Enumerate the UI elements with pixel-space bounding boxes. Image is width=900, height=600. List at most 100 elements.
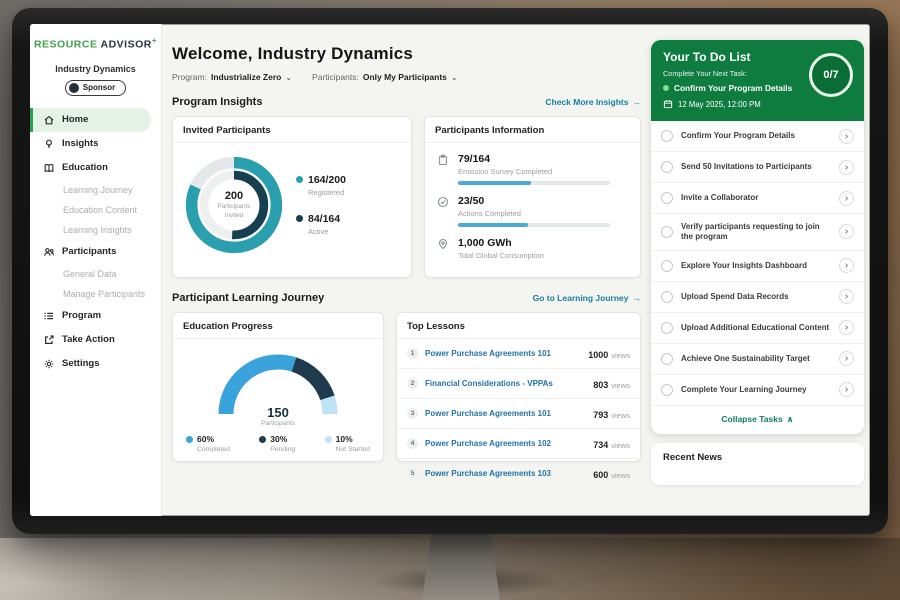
checkbox-icon[interactable] (661, 225, 673, 238)
lesson-link[interactable]: Power Purchase Agreements 103 (425, 469, 551, 478)
lesson-row[interactable]: 4 Power Purchase Agreements 102 734 views (397, 429, 640, 459)
checkbox-icon[interactable] (661, 192, 673, 204)
sidebar-item-participants[interactable]: Participants (30, 240, 161, 264)
sidebar-item-education-content[interactable]: Education Content (30, 200, 161, 220)
chevron-right-icon[interactable]: › (839, 258, 854, 274)
rank-badge: 5 (407, 468, 418, 479)
sidebar-item-learning-journey[interactable]: Learning Journey (30, 180, 161, 200)
chevron-right-icon[interactable]: › (839, 289, 854, 305)
invited-count-label: Participants Invited (217, 203, 251, 219)
card-title: Invited Participants (173, 117, 411, 143)
lesson-row[interactable]: 1 Power Purchase Agreements 101 1000 view… (397, 339, 640, 369)
checkbox-icon[interactable] (661, 321, 673, 334)
collapse-tasks-link[interactable]: Collapse Tasks ∧ (651, 406, 864, 434)
views-label: views (611, 440, 630, 450)
lesson-link[interactable]: Power Purchase Agreements 101 (425, 349, 551, 358)
rank-badge: 4 (407, 438, 418, 449)
gauge-legend: 60% Completed 30% Pending (173, 427, 383, 453)
lesson-row[interactable]: 5 Power Purchase Agreements 103 600 views (397, 459, 640, 488)
checkbox-icon[interactable] (661, 130, 673, 142)
legend-active: 84/164 Active (296, 213, 346, 236)
checkbox-icon[interactable] (661, 383, 673, 396)
completed-label: Completed (197, 446, 230, 453)
chevron-right-icon[interactable]: › (839, 128, 854, 144)
sidebar-item-take-action[interactable]: Take Action (30, 328, 161, 352)
sidebar-item-education[interactable]: Education (30, 156, 161, 180)
clipboard-icon (437, 153, 450, 185)
task-row[interactable]: Send 50 Invitations to Participants › (651, 152, 864, 183)
program-filter[interactable]: Program: Industrialize Zero ⌄ (172, 72, 292, 82)
sponsor-label: Sponsor (82, 83, 116, 92)
task-list: Confirm Your Program Details › Send 50 I… (651, 121, 864, 406)
lesson-link[interactable]: Financial Considerations - VPPAs (425, 379, 553, 388)
stat-value: 1,000 GWh (458, 237, 512, 249)
views-label: views (611, 410, 630, 420)
book-icon (43, 162, 55, 174)
task-row[interactable]: Verify participants requesting to join t… (651, 214, 864, 251)
chevron-right-icon[interactable]: › (839, 382, 854, 398)
checkbox-icon[interactable] (661, 161, 673, 173)
lesson-views: 793 views (593, 405, 630, 423)
views-count: 803 (593, 379, 609, 390)
learning-cards-row: Education Progress 150 Participants (172, 312, 641, 480)
monitor-bezel: RESOURCE ADVISOR+ Industry Dynamics Spon… (12, 8, 888, 534)
task-row[interactable]: Upload Additional Educational Content › (651, 313, 864, 344)
registered-value: 164/200 (308, 174, 346, 186)
checkbox-icon[interactable] (661, 290, 673, 303)
participants-filter[interactable]: Participants: Only My Participants ⌄ (312, 72, 458, 82)
sidebar-item-program[interactable]: Program (30, 304, 161, 328)
rank-badge: 3 (407, 408, 418, 419)
views-label: views (611, 380, 630, 390)
task-label: Upload Additional Educational Content (681, 322, 830, 332)
background-highlight (0, 545, 130, 600)
sidebar-item-learning-insights[interactable]: Learning Insights (30, 220, 161, 240)
sidebar-item-settings[interactable]: Settings (30, 352, 161, 376)
invited-card-body: 200 Participants Invited 164/200 Registe (173, 143, 411, 267)
task-row[interactable]: Achieve One Sustainability Target › (651, 344, 864, 375)
chevron-right-icon[interactable]: › (839, 320, 854, 336)
sidebar-item-label: Participants (62, 246, 117, 257)
chevron-down-icon: ⌄ (450, 72, 458, 82)
check-more-insights-link[interactable]: Check More Insights → (545, 97, 641, 107)
status-dot-icon (663, 85, 669, 91)
checkbox-icon[interactable] (661, 352, 673, 365)
sidebar-item-general-data[interactable]: General Data (30, 264, 161, 284)
sidebar-item-manage-participants[interactable]: Manage Participants (30, 284, 161, 304)
pin-icon (437, 237, 450, 260)
invited-participants-card: Invited Participants 200 (172, 116, 412, 278)
task-label: Verify participants requesting to join t… (681, 221, 820, 241)
sidebar-item-insights[interactable]: Insights (30, 132, 161, 156)
todo-card: Your To Do List Complete Your Next Task:… (651, 40, 864, 434)
task-row[interactable]: Invite a Collaborator › (651, 183, 864, 214)
chevron-right-icon[interactable]: › (839, 190, 854, 206)
app-logo: RESOURCE ADVISOR+ (30, 36, 161, 51)
task-row[interactable]: Confirm Your Program Details › (651, 121, 864, 152)
views-count: 600 (593, 469, 609, 480)
bulb-icon (43, 138, 55, 150)
task-row[interactable]: Explore Your Insights Dashboard › (651, 251, 864, 282)
sponsor-badge[interactable]: Sponsor (64, 79, 127, 96)
lesson-link[interactable]: Power Purchase Agreements 101 (425, 409, 551, 418)
views-count: 734 (593, 439, 609, 450)
sidebar-item-label: Take Action (62, 334, 115, 345)
people-icon (43, 246, 55, 258)
chevron-right-icon[interactable]: › (839, 351, 854, 367)
task-row[interactable]: Upload Spend Data Records › (651, 282, 864, 313)
sidebar-item-label: Home (62, 114, 89, 125)
chevron-right-icon[interactable]: › (839, 224, 854, 240)
chevron-right-icon[interactable]: › (839, 159, 854, 175)
arrow-right-icon: → (632, 293, 642, 303)
task-label: Explore Your Insights Dashboard (681, 260, 807, 270)
sidebar-item-home[interactable]: Home (30, 107, 151, 132)
todo-due-date: 12 May 2025, 12:00 PM (663, 99, 852, 109)
lesson-row[interactable]: 2 Financial Considerations - VPPAs 803 vi… (397, 369, 640, 399)
lesson-link[interactable]: Power Purchase Agreements 102 (425, 439, 551, 448)
go-to-learning-journey-link[interactable]: Go to Learning Journey → (533, 293, 641, 303)
lesson-row[interactable]: 3 Power Purchase Agreements 101 793 views (397, 399, 640, 429)
page-title: Welcome, Industry Dynamics (172, 44, 414, 63)
sidebar-nav: Home Insights Education Learning Journey… (30, 107, 161, 376)
task-row[interactable]: Complete Your Learning Journey › (651, 375, 864, 406)
top-lessons-list: 1 Power Purchase Agreements 101 1000 view… (397, 339, 640, 488)
checkbox-icon[interactable] (661, 259, 673, 272)
section-title: Participant Learning Journey (172, 292, 325, 304)
